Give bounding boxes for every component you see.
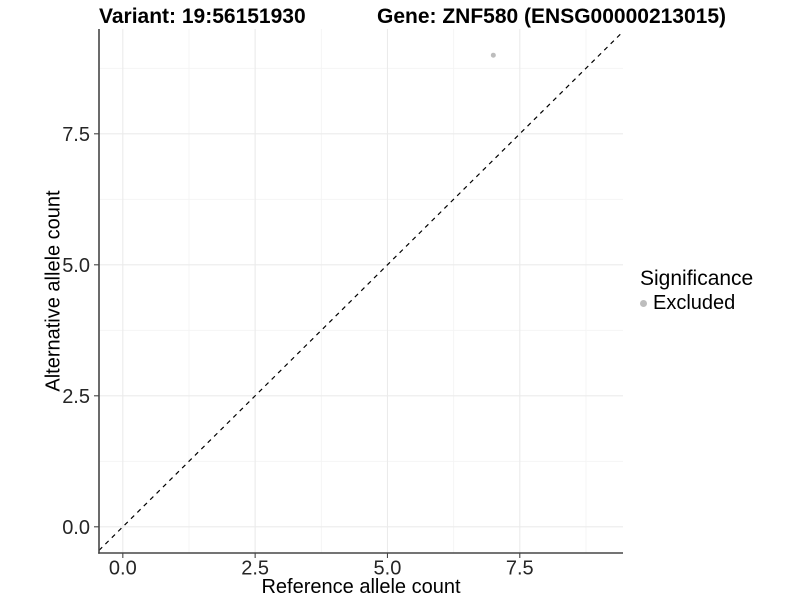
x-tick-label: 2.5 — [241, 558, 269, 580]
x-tick-label: 5.0 — [374, 558, 402, 580]
variant-title: Variant: 19:56151930 — [99, 5, 306, 28]
data-point — [490, 52, 496, 58]
legend: Significance Excluded — [640, 266, 753, 316]
x-tick-label: 0.0 — [109, 558, 137, 580]
y-tick-label: 7.5 — [62, 124, 90, 146]
y-tick-label: 2.5 — [62, 386, 90, 408]
gene-title: Gene: ZNF580 (ENSG00000213015) — [377, 5, 727, 28]
legend-item-label: Excluded — [653, 292, 736, 314]
x-tick-label: 7.5 — [506, 558, 534, 580]
identity-line — [98, 31, 624, 551]
legend-title: Significance — [640, 267, 754, 290]
y-tick-label: 0.0 — [62, 517, 90, 539]
x-axis-title: Reference allele count — [261, 576, 461, 598]
y-tick-label: 5.0 — [62, 255, 90, 277]
circle-icon — [640, 300, 647, 307]
y-axis-title: Alternative allele count — [42, 190, 65, 392]
legend-item-excluded: Excluded — [640, 291, 753, 316]
